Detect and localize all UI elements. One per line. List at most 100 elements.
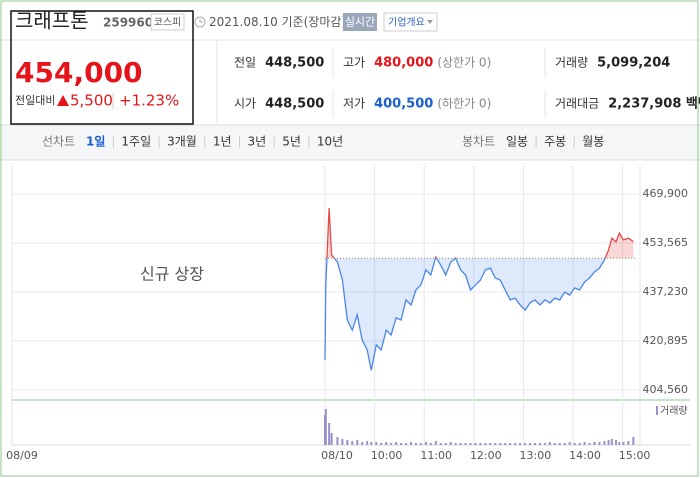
up-arrow bbox=[57, 95, 69, 106]
volume-bar bbox=[610, 439, 613, 445]
volume-bar bbox=[474, 443, 477, 445]
tab[interactable]: 주봉 bbox=[544, 135, 566, 149]
x-tick-label: 14:00 bbox=[569, 449, 601, 462]
tab[interactable]: 10년 bbox=[317, 135, 343, 149]
volume-bar bbox=[375, 442, 378, 445]
volume-bar bbox=[409, 442, 412, 445]
volume-bar bbox=[395, 442, 398, 445]
x-tick-label: 10:00 bbox=[371, 449, 403, 462]
volume-bar bbox=[538, 443, 541, 445]
volume-bar bbox=[622, 442, 625, 445]
change-value: 5,500 bbox=[70, 92, 113, 110]
volume-bar bbox=[330, 433, 333, 445]
stat-label: 저가 bbox=[343, 97, 365, 111]
volume-bar bbox=[578, 443, 581, 445]
annotation: 신규 상장 bbox=[140, 265, 204, 284]
volume-bar bbox=[603, 441, 606, 445]
y-tick-label: 469,900 bbox=[643, 187, 689, 200]
highlight-box bbox=[10, 10, 194, 125]
volume-bar bbox=[444, 443, 447, 445]
prev-day-label: 08/09 bbox=[6, 449, 38, 462]
stat-value: 448,500 bbox=[265, 97, 324, 112]
realtime-label[interactable]: 실시간 bbox=[345, 16, 375, 29]
volume-bar bbox=[533, 443, 536, 445]
volume-icon bbox=[656, 406, 658, 415]
line-chart-label: 선차트 bbox=[42, 135, 75, 149]
stat-label: 전일 bbox=[234, 56, 256, 70]
market-label: 코스피 bbox=[154, 17, 182, 29]
tab-bar bbox=[0, 125, 700, 160]
volume-bar bbox=[504, 443, 507, 445]
volume-bar bbox=[370, 442, 373, 445]
x-tick-label: 08/10 bbox=[321, 449, 353, 462]
y-tick-label: 404,560 bbox=[643, 383, 689, 396]
volume-bar bbox=[563, 443, 566, 445]
tab[interactable]: 1일 bbox=[86, 135, 105, 149]
tab[interactable]: 1년 bbox=[213, 135, 232, 149]
x-tick-label: 13:00 bbox=[520, 449, 552, 462]
stat-value: 2,237,908 백만 bbox=[608, 96, 700, 112]
tab[interactable]: 1주일 bbox=[121, 135, 151, 149]
stat-value: 480,000 bbox=[374, 56, 433, 71]
stat-label: 거래량 bbox=[555, 56, 588, 70]
volume-bar bbox=[336, 437, 339, 445]
volume-bar bbox=[479, 443, 482, 445]
stock-code: 259960 bbox=[103, 16, 153, 30]
volume-bar bbox=[328, 423, 331, 445]
volume-bar bbox=[529, 443, 532, 445]
volume-bar bbox=[553, 443, 556, 445]
stat-note: (하한가 0) bbox=[437, 97, 491, 111]
volume-bar bbox=[543, 443, 546, 445]
tab[interactable]: 일봉 bbox=[506, 135, 528, 149]
volume-bar bbox=[429, 443, 432, 445]
current-price: 454,000 bbox=[15, 56, 143, 89]
volume-bar bbox=[361, 442, 364, 445]
volume-bar bbox=[390, 443, 393, 445]
volume-bar bbox=[588, 443, 591, 445]
volume-bar bbox=[519, 443, 522, 445]
stat-label: 시가 bbox=[234, 97, 256, 111]
stock-name: 크래프톤 bbox=[15, 9, 89, 33]
volume-bar bbox=[380, 443, 383, 445]
volume-bar bbox=[499, 443, 502, 445]
x-tick-label: 11:00 bbox=[420, 449, 452, 462]
volume-bar bbox=[400, 443, 403, 445]
volume-bar bbox=[405, 443, 408, 445]
y-tick-label: 420,895 bbox=[643, 334, 689, 347]
price-line bbox=[324, 258, 606, 371]
realtime-button[interactable] bbox=[343, 13, 377, 31]
volume-bar bbox=[614, 440, 617, 445]
volume-bar bbox=[484, 443, 487, 445]
volume-bar bbox=[414, 443, 417, 445]
clock-hands bbox=[199, 19, 203, 23]
volume-bar bbox=[607, 440, 610, 445]
volume-bar bbox=[351, 441, 354, 445]
volume-bar bbox=[366, 441, 369, 445]
area-below bbox=[325, 258, 606, 371]
volume-bar bbox=[454, 443, 457, 445]
company-label[interactable]: 기업개요 bbox=[388, 16, 425, 29]
volume-bar bbox=[524, 443, 527, 445]
tab[interactable]: 3년 bbox=[248, 135, 267, 149]
tab[interactable]: 5년 bbox=[282, 135, 301, 149]
volume-bar bbox=[618, 442, 621, 445]
volume-bar bbox=[419, 443, 422, 445]
volume-bar bbox=[434, 441, 437, 445]
stat-value: 448,500 bbox=[265, 56, 324, 71]
volume-bar bbox=[632, 437, 635, 445]
volume-bar bbox=[558, 443, 561, 445]
volume-bar bbox=[573, 443, 576, 445]
volume-label: 거래량 bbox=[660, 405, 688, 417]
volume-bar bbox=[356, 440, 359, 445]
volume-bar bbox=[449, 442, 452, 445]
volume-bar bbox=[598, 442, 601, 445]
tab[interactable]: 3개월 bbox=[167, 135, 197, 149]
candle-chart-label: 봉차트 bbox=[462, 135, 495, 149]
volume-bar bbox=[439, 443, 442, 445]
company-button[interactable] bbox=[383, 12, 438, 32]
tab[interactable]: 월봉 bbox=[582, 135, 604, 149]
volume-bar bbox=[494, 443, 497, 445]
stat-label: 고가 bbox=[343, 56, 365, 70]
